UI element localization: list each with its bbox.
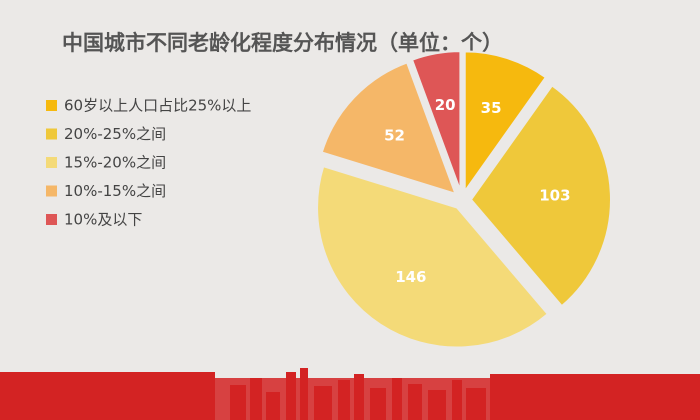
pie-slice <box>316 164 550 349</box>
chart-title: 中国城市不同老龄化程度分布情况（单位：个） <box>62 31 503 55</box>
legend-swatch <box>46 100 57 111</box>
data-label: 52 <box>384 127 405 145</box>
pie-slice <box>410 50 462 192</box>
pie-slice <box>469 84 612 308</box>
legend-label: 20%-25%之间 <box>64 125 166 143</box>
legend-swatch <box>46 157 57 168</box>
skyline-decoration <box>0 368 700 420</box>
legend-label: 10%-15%之间 <box>64 182 166 200</box>
pie-slice <box>463 50 548 195</box>
legend-label: 60岁以上人口占比25%以上 <box>64 97 251 115</box>
legend-swatch <box>46 214 57 225</box>
data-label: 103 <box>539 186 570 204</box>
legend-label: 15%-20%之间 <box>64 154 166 172</box>
legend-label: 10%及以下 <box>64 211 142 229</box>
legend-swatch <box>46 128 57 140</box>
data-label: 35 <box>481 99 502 117</box>
data-label: 20 <box>435 96 456 114</box>
pie-slice <box>320 61 458 196</box>
legend-swatch <box>46 185 57 197</box>
data-label: 146 <box>395 268 426 286</box>
